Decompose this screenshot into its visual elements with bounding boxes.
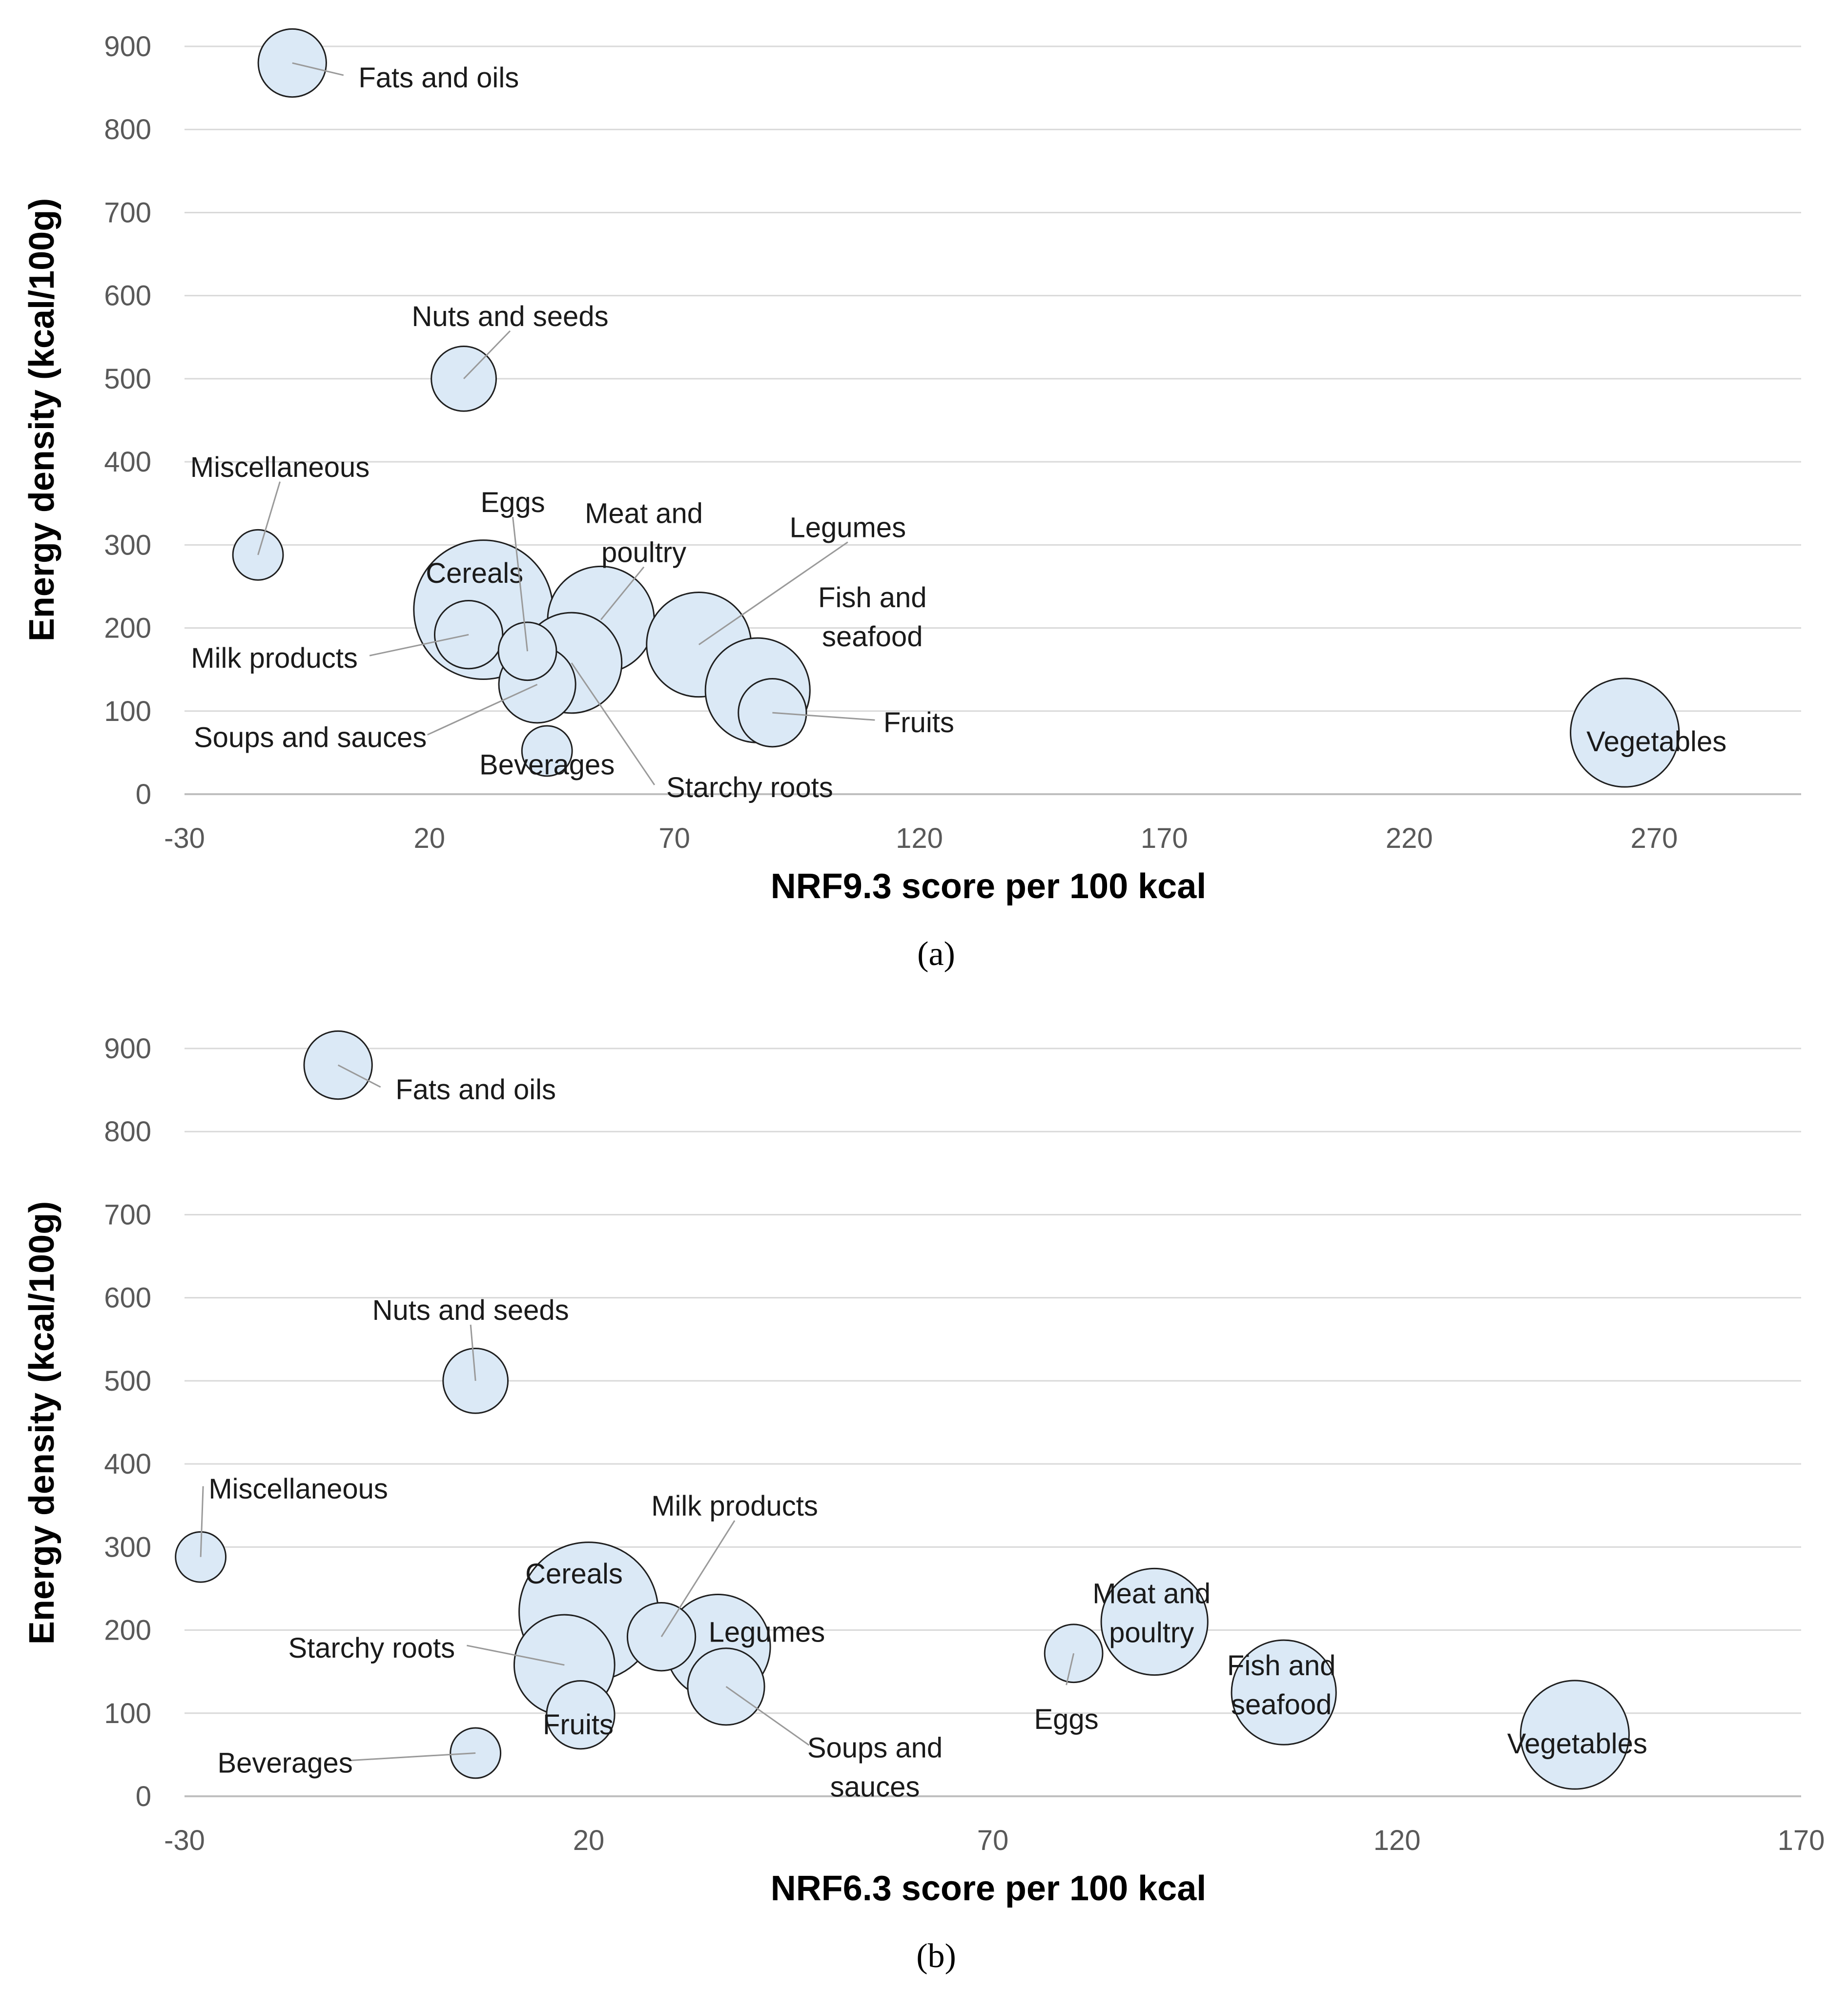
leader-line-miscellaneous	[200, 1486, 204, 1557]
leader-line-meat-and-poultry	[600, 566, 645, 620]
x-tick-label: 120	[896, 822, 943, 854]
point-label-fish-and-seafood: Fish and seafood	[1227, 1650, 1335, 1721]
x-tick-label: -30	[164, 1825, 205, 1856]
point-label-fats-and-oils: Fats and oils	[358, 62, 519, 94]
point-label-eggs: Eggs	[480, 487, 545, 518]
y-tick-label: 500	[104, 363, 151, 395]
leader-line-starchy-roots	[467, 1644, 565, 1666]
point-label-fish-and-seafood: Fish and seafood	[818, 582, 926, 653]
leader-line-eggs	[512, 517, 529, 652]
bubble-meat-and-poultry	[1100, 1567, 1209, 1676]
point-label-fruits: Fruits	[543, 1709, 614, 1741]
x-tick-label: 170	[1141, 822, 1188, 854]
x-tick-label: 120	[1374, 1825, 1421, 1856]
y-tick-label: 0	[136, 1781, 151, 1812]
point-label-miscellaneous: Miscellaneous	[190, 452, 370, 483]
bubble-beverages	[521, 725, 573, 777]
chart-panel-b: 0 100 200 300 400 500 600 700 800 900 -30 20 70 120 17…	[22, 1030, 1825, 1975]
y-tick-label: 400	[104, 446, 151, 478]
bubble-fish-and-seafood	[1231, 1639, 1337, 1746]
point-label-cereals: Cereals	[426, 557, 523, 589]
point-label-vegetables: Vegetables	[1586, 726, 1726, 758]
point-label-legumes: Legumes	[709, 1617, 825, 1648]
y-tick-label: 600	[104, 1282, 151, 1314]
point-label-miscellaneous: Miscellaneous	[208, 1473, 388, 1505]
point-label-soups-and-sauces: Soups and sauces	[807, 1732, 943, 1803]
panel-caption: (b)	[916, 1937, 956, 1975]
x-tick-label: -30	[164, 822, 205, 854]
point-label-meat-and-poultry: Meat and poultry	[585, 498, 703, 569]
point-label-vegetables: Vegetables	[1507, 1728, 1647, 1760]
x-tick-label: 270	[1631, 822, 1678, 854]
x-tick-label: 20	[414, 822, 446, 854]
leader-line-starchy-roots	[571, 662, 656, 785]
point-label-milk-products: Milk products	[191, 642, 358, 674]
x-tick-label: 70	[658, 822, 690, 854]
point-label-meat-and-poultry: Meat and poultry	[1092, 1578, 1211, 1649]
y-tick-label: 200	[104, 1615, 151, 1646]
y-tick-label: 700	[104, 1199, 151, 1231]
leader-line-eggs	[1066, 1653, 1075, 1685]
leader-line-soups-and-sauces	[427, 683, 538, 736]
point-label-starchy-roots: Starchy roots	[666, 772, 833, 803]
leader-line-miscellaneous	[257, 481, 281, 555]
y-tick-label: 700	[104, 197, 151, 228]
point-label-soups-and-sauces: Soups and sauces	[194, 721, 427, 753]
point-label-beverages: Beverages	[479, 749, 615, 781]
x-axis-title: NRF9.3 score per 100 kcal	[771, 867, 1207, 906]
y-tick-label: 600	[104, 280, 151, 312]
point-label-milk-products: Milk products	[651, 1490, 818, 1522]
point-label-beverages: Beverages	[218, 1747, 353, 1779]
x-axis-title: NRF6.3 score per 100 kcal	[771, 1869, 1207, 1908]
panel-caption: (a)	[917, 935, 955, 973]
y-tick-label: 800	[104, 114, 151, 145]
y-tick-label: 500	[104, 1365, 151, 1397]
y-tick-label: 800	[104, 1116, 151, 1148]
point-label-eggs: Eggs	[1034, 1704, 1098, 1735]
leader-line-milk-products	[369, 634, 469, 657]
point-label-starchy-roots: Starchy roots	[288, 1632, 455, 1664]
x-tick-label: 170	[1778, 1825, 1825, 1856]
y-tick-label: 300	[104, 529, 151, 561]
bubble-fruits	[738, 678, 807, 748]
y-tick-label: 300	[104, 1531, 151, 1563]
y-tick-label: 0	[136, 779, 151, 810]
y-tick-label: 900	[104, 1033, 151, 1065]
point-label-cereals: Cereals	[525, 1558, 623, 1590]
bubble-fats-and-oils	[257, 28, 327, 98]
y-tick-label: 900	[104, 31, 151, 62]
bubble-fruits	[546, 1680, 616, 1750]
leader-line-soups-and-sauces	[725, 1686, 810, 1746]
y-axis-title: Energy density (kcal/100g)	[22, 1201, 62, 1644]
leader-line-fats-and-oils	[337, 1064, 381, 1088]
y-tick-label: 400	[104, 1448, 151, 1480]
x-tick-label: 20	[573, 1825, 605, 1856]
point-label-fruits: Fruits	[883, 707, 954, 739]
x-tick-label: 220	[1386, 822, 1433, 854]
bubble-vegetables	[1519, 1680, 1630, 1790]
point-label-nuts-and-seeds: Nuts and seeds	[412, 301, 609, 332]
x-tick-label: 70	[977, 1825, 1009, 1856]
leader-line-milk-products	[660, 1520, 736, 1637]
bubble-vegetables	[1570, 678, 1680, 788]
y-tick-label: 200	[104, 613, 151, 644]
point-label-fats-and-oils: Fats and oils	[395, 1074, 556, 1106]
leader-line-beverages	[351, 1752, 476, 1761]
y-axis-title: Energy density (kcal/100g)	[22, 198, 62, 641]
leader-line-fruits	[772, 712, 875, 721]
leader-line-nuts-and-seeds	[463, 330, 511, 379]
chart-panel-a: 0 100 200 300 400 500 600 700 800 900 -30 20 70 120 17…	[22, 28, 1801, 973]
leader-line-nuts-and-seeds	[470, 1324, 476, 1381]
y-tick-label: 100	[104, 696, 151, 727]
y-tick-label: 100	[104, 1698, 151, 1729]
leader-line-fats-and-oils	[292, 62, 344, 76]
point-label-nuts-and-seeds: Nuts and seeds	[372, 1294, 569, 1326]
leader-line-legumes	[698, 541, 848, 645]
point-label-legumes: Legumes	[790, 512, 906, 544]
bubble-nuts-and-seeds	[442, 1347, 509, 1414]
